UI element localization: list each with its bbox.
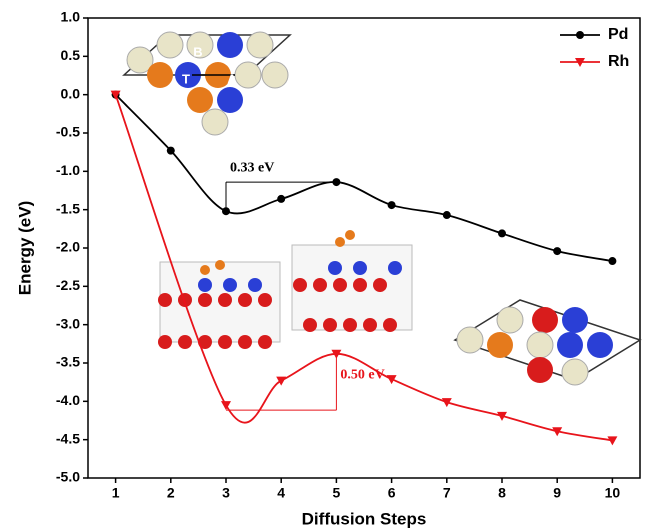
top-view-inset	[124, 32, 290, 135]
x-tick-label: 4	[277, 485, 285, 501]
side-view-inset-rh	[292, 230, 412, 332]
data-point	[608, 257, 616, 265]
data-point	[388, 201, 396, 209]
data-point	[607, 436, 617, 445]
legend-label: Rh	[608, 53, 629, 70]
legend-label: Pd	[608, 26, 628, 43]
series-line	[116, 95, 613, 261]
structure-insets	[124, 32, 640, 385]
y-tick-label: -1.0	[56, 162, 80, 178]
y-tick-label: -2.0	[56, 239, 80, 255]
y-tick-label: -3.0	[56, 315, 80, 331]
x-axis-label: Diffusion Steps	[302, 509, 427, 528]
chart: 1.0 0.5 0.0 -0.5 -1.0 -1.5 -2.0 -2.5 -3.0 -3.5 -4.…	[0, 0, 656, 532]
data-point	[221, 401, 231, 410]
data-point	[387, 375, 397, 384]
legend-marker	[576, 31, 584, 39]
side-view-inset-pd	[158, 260, 280, 349]
x-tick-label: 2	[167, 485, 175, 501]
y-tick-label: -1.5	[56, 200, 80, 216]
y-tick-label: -0.5	[56, 124, 80, 140]
y-tick-label: 0.0	[61, 85, 81, 101]
x-tick-label: 1	[112, 485, 120, 501]
barrier-label: 0.33 eV	[230, 160, 274, 175]
x-tick-label: 5	[333, 485, 341, 501]
site-label: A	[227, 71, 237, 86]
y-tick-label: -5.0	[56, 469, 80, 485]
x-tick-label: 8	[498, 485, 506, 501]
data-point	[167, 147, 175, 155]
y-tick-label: -4.0	[56, 392, 80, 408]
x-tick-label: 3	[222, 485, 230, 501]
site-label: T	[182, 71, 190, 86]
data-point	[498, 229, 506, 237]
x-tick-label: 10	[605, 485, 621, 501]
barrier-label: 0.50 eV	[340, 368, 384, 383]
data-point	[443, 211, 451, 219]
data-point	[277, 195, 285, 203]
top-view-inset-final	[455, 300, 640, 385]
y-tick-label: -3.5	[56, 354, 80, 370]
x-tick-label: 6	[388, 485, 396, 501]
x-tick-label: 9	[553, 485, 561, 501]
y-tick-label: -4.5	[56, 430, 80, 446]
y-tick-label: -2.5	[56, 277, 80, 293]
y-tick-label: 0.5	[61, 47, 81, 63]
data-point	[553, 247, 561, 255]
y-axis-label: Energy (eV)	[15, 201, 34, 295]
x-tick-label: 7	[443, 485, 451, 501]
site-label: B	[193, 44, 202, 59]
y-tick-label: 1.0	[61, 9, 81, 25]
